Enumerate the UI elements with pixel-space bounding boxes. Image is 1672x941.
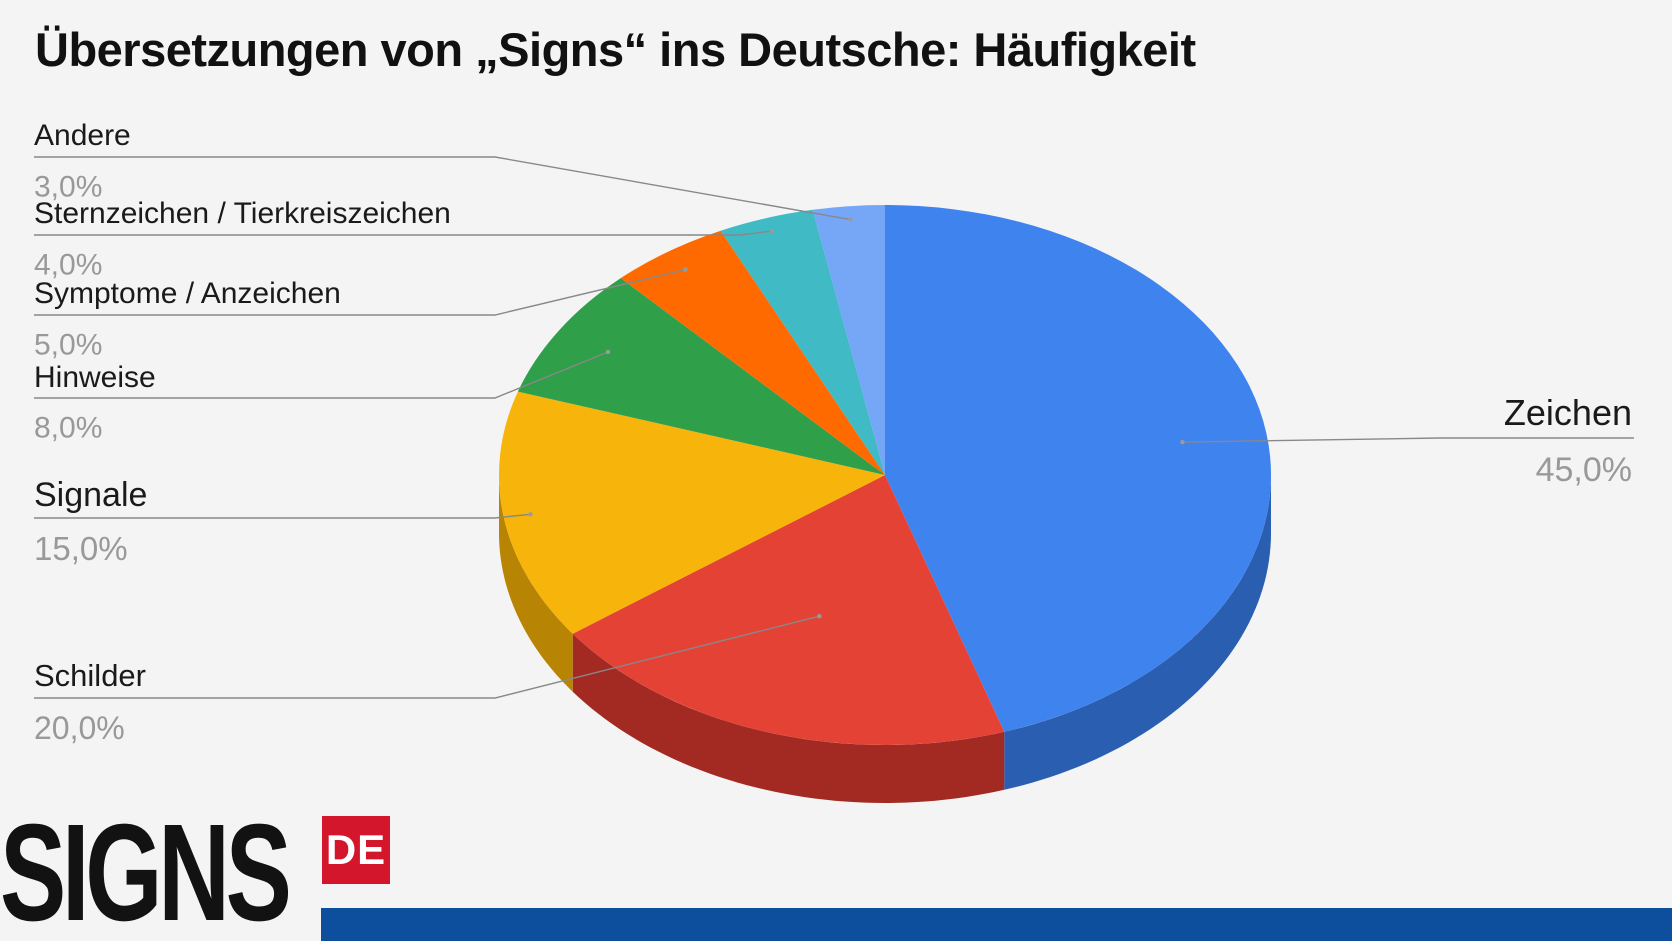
slice-value-symptome-anzeichen: 5,0% [34,329,102,362]
slice-value-zeichen: 45,0% [1536,451,1632,489]
slice-symptome-anzeichen [620,230,885,475]
leader-line-symptome-anzeichen [34,268,686,316]
slice-label-signale: Signale [34,476,147,514]
slice-value-andere: 3,0% [34,171,102,204]
slice-value-sternzeichen-tierkreiszeichen: 4,0% [34,249,102,282]
slice-signale [499,391,885,634]
leader-dot-sternzeichen-tierkreiszeichen [769,228,774,234]
leader-line-schilder [34,615,820,699]
pie-side-walls [499,475,1271,803]
slice-label-symptome-anzeichen: Symptome / Anzeichen [34,277,341,310]
slice-side-schilder [572,633,1005,803]
footer-bar [321,908,1672,941]
slice-value-signale: 15,0% [34,530,128,567]
slice-zeichen [885,205,1272,732]
slice-value-schilder: 20,0% [34,710,125,746]
leader-line-zeichen [1182,437,1634,443]
slice-label-schilder: Schilder [34,658,146,693]
slice-andere [812,205,885,475]
slice-side-zeichen [1004,475,1271,790]
leader-lines [34,156,1634,699]
logo-wordmark: SIGNS [0,796,292,941]
pie-top-slices [499,205,1272,746]
signs-de-logo: SIGNS DE [0,796,400,941]
slice-side-signale [499,475,573,692]
slice-labels: Zeichen 45,0% Schilder 20,0% Signale 15,0% Hin… [34,119,1632,746]
logo-country-badge: DE [322,816,390,884]
leader-dot-andere [848,217,853,222]
leader-line-andere [34,156,851,221]
leader-line-hinweise [34,351,609,399]
slice-label-sternzeichen-tierkreiszeichen: Sternzeichen / Tierkreiszeichen [34,197,451,230]
leader-dot-zeichen [1180,439,1185,445]
slice-value-hinweise: 8,0% [34,412,102,445]
chart-title: Übersetzungen von „Signs“ ins Deutsche: … [35,23,1196,76]
slice-label-zeichen: Zeichen [1504,392,1632,433]
leader-line-sternzeichen-tierkreiszeichen [34,230,772,236]
slice-label-hinweise: Hinweise [34,361,156,394]
leader-line-signale [34,513,531,519]
leader-dot-schilder [817,614,822,619]
slice-hinweise [517,278,885,475]
slice-sternzeichen-tierkreiszeichen [720,209,885,475]
slice-label-andere: Andere [34,119,131,152]
leader-dot-symptome-anzeichen [683,267,688,272]
leader-dot-hinweise [605,349,611,355]
slice-schilder [572,475,1005,746]
leader-dot-signale [528,512,533,517]
